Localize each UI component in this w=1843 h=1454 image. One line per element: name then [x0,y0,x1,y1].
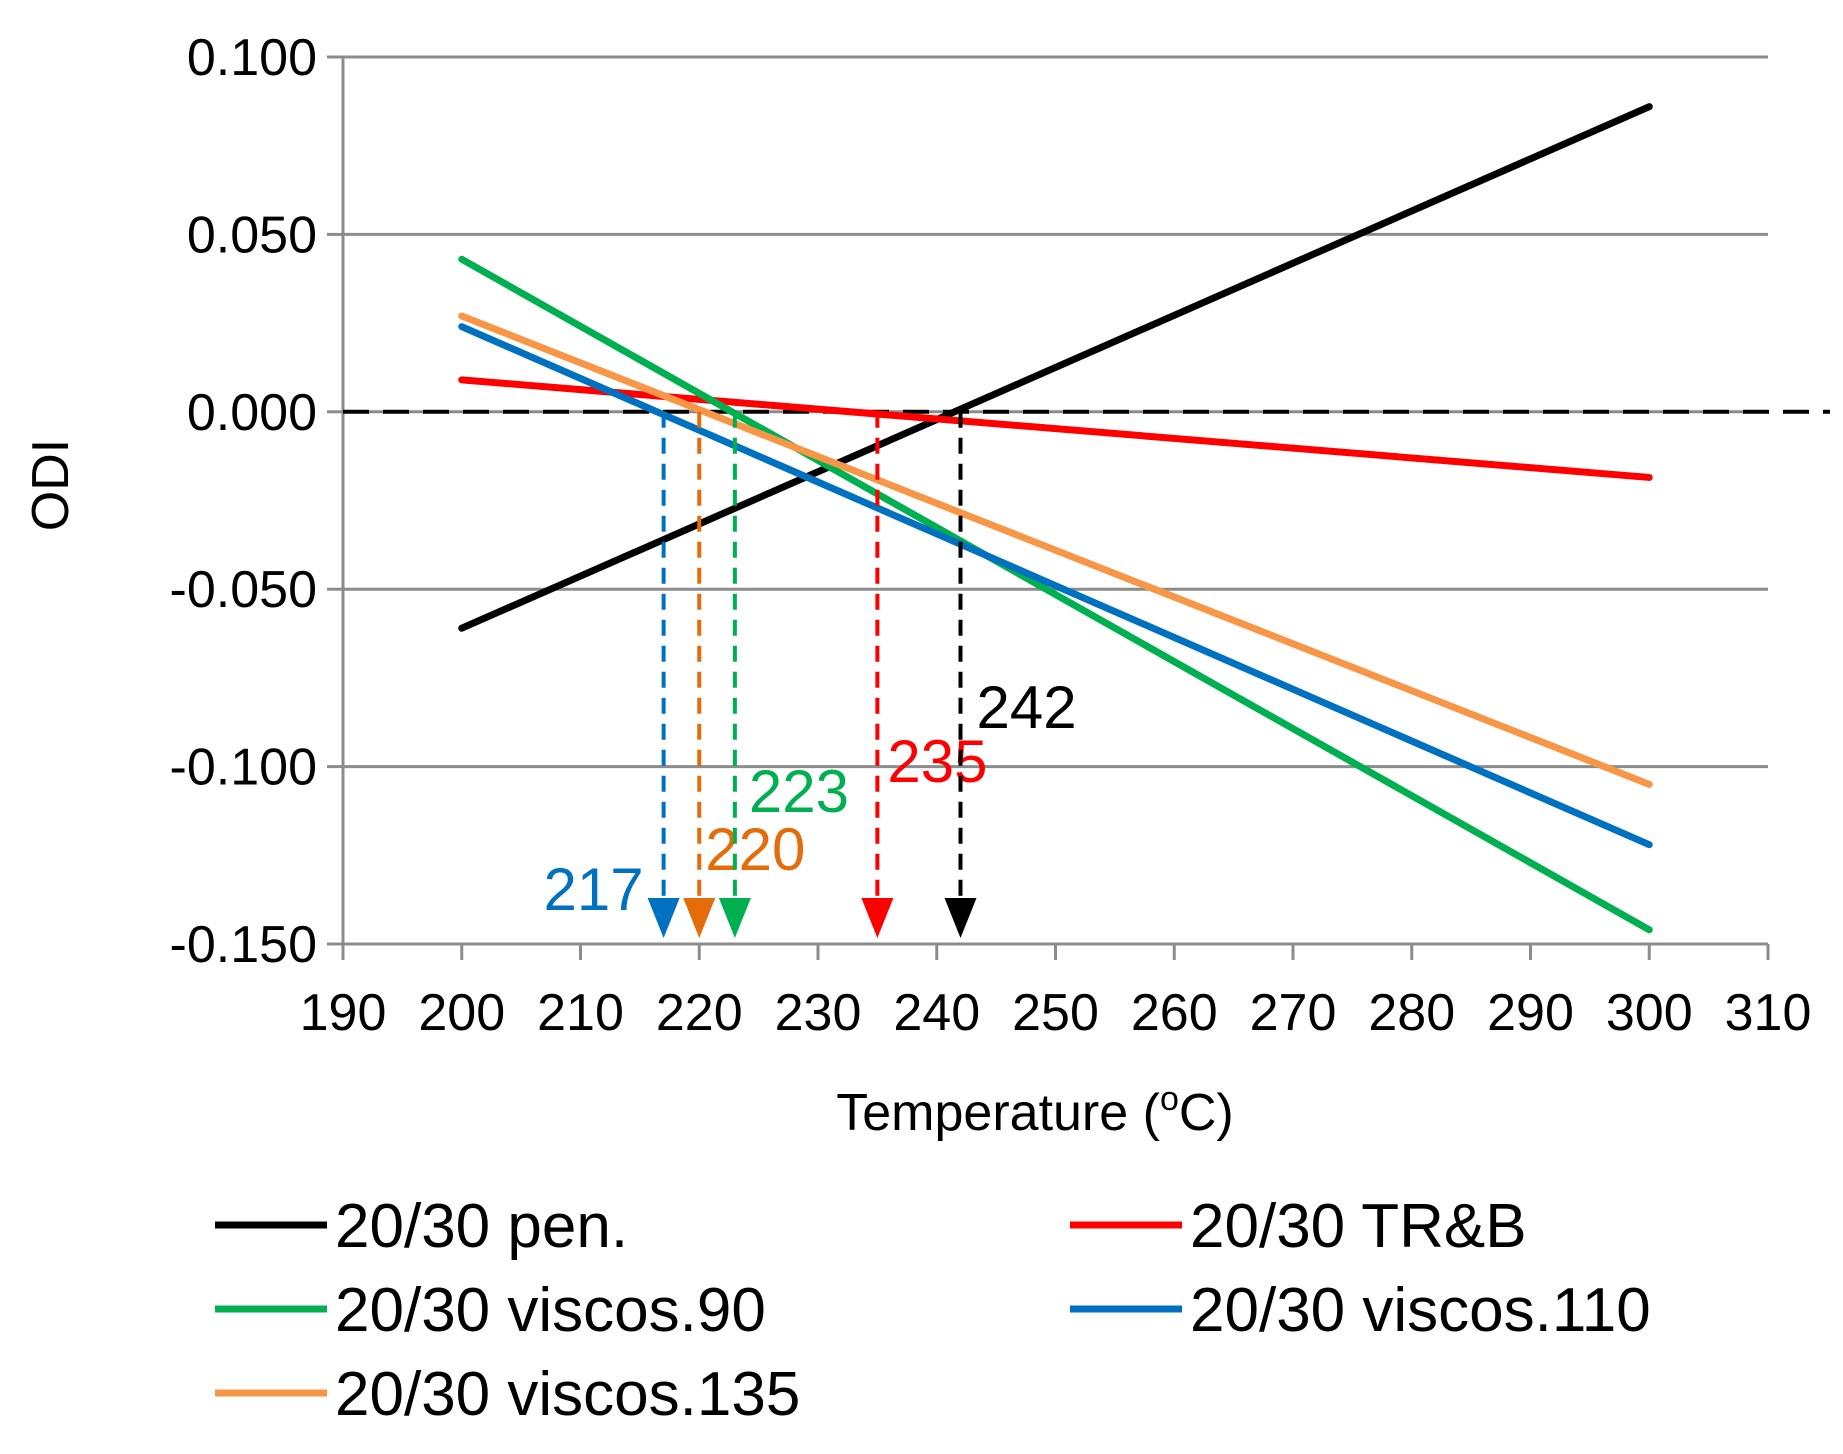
drop-arrow-217 [647,898,680,938]
y-tick-label: -0.050 [170,561,317,619]
y-tick-label: -0.100 [170,739,317,797]
annotation-label-242: 242 [977,674,1077,741]
series-line-1 [458,103,1653,632]
x-tick-label: 190 [300,984,387,1042]
x-tick-label: 310 [1725,984,1812,1042]
legend-label: 20/30 pen. [335,1192,628,1261]
legend-item: 20/30 pen. [215,1192,628,1261]
legend-item: 20/30 viscos.90 [215,1276,766,1345]
legend-label: 20/30 viscos.90 [335,1276,766,1345]
tick-labels: 0.100 0.050 0.000 -0.050 -0.100 -0.150 190 200 2… [170,29,1812,1042]
y-tick-label: 0.000 [187,384,317,442]
axes [327,55,1770,960]
x-tick-label: 260 [1131,984,1218,1042]
x-tick-label: 280 [1368,984,1455,1042]
x-axis-title-unit: C) [1179,1084,1234,1142]
x-axis-title: Temperature (oC) [836,1080,1233,1142]
series-lines [458,103,1653,934]
legend-label: 20/30 TR&B [1190,1192,1527,1261]
x-tick-label: 270 [1250,984,1337,1042]
y-tick-label: 0.100 [187,29,317,87]
x-tick-label: 210 [537,984,624,1042]
legend-item: 20/30 viscos.135 [215,1360,800,1429]
drop-arrow-242 [944,898,977,938]
annotation-label-223: 223 [749,758,849,825]
x-axis-title-text: Temperature ( [836,1084,1160,1142]
legend-label: 20/30 viscos.110 [1190,1276,1651,1345]
x-axis-title-superscript: o [1160,1080,1179,1118]
x-tick-label: 230 [775,984,862,1042]
drop-arrow-223 [718,898,751,938]
x-tick-label: 200 [418,984,505,1042]
y-tick-label: 0.050 [187,206,317,264]
x-tick-label: 300 [1606,984,1693,1042]
x-tick-label: 250 [1012,984,1099,1042]
series-line-4 [458,323,1653,849]
series-line-3 [458,255,1653,934]
annotation-label-217: 217 [544,856,644,923]
legend-item: 20/30 TR&B [1070,1192,1527,1261]
x-tick-label: 240 [893,984,980,1042]
drop-arrow-220 [683,898,716,938]
series-line-5 [458,312,1653,788]
legend-label: 20/30 viscos.135 [335,1360,800,1429]
drop-arrow-235 [861,898,894,938]
annotation-label-235: 235 [887,728,987,795]
x-tick-label: 220 [656,984,743,1042]
x-tick-label: 290 [1487,984,1574,1042]
legend: 20/30 pen. 20/30 TR&B 20/30 viscos.90 20/30… [215,1192,1651,1429]
y-tick-label: -0.150 [170,916,317,974]
annotation-label-220: 220 [705,816,805,883]
y-axis-title: ODI [22,439,80,531]
legend-item: 20/30 viscos.110 [1070,1276,1651,1345]
